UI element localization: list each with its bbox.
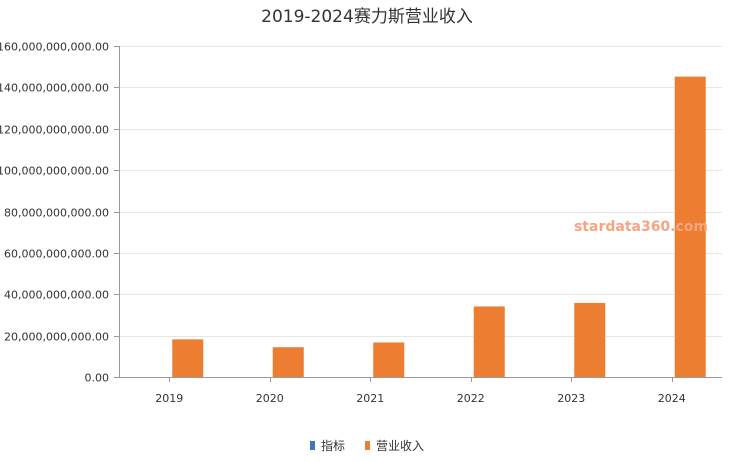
bar-2019 [172,339,204,377]
bar-2024 [674,76,706,378]
y-axis: 0.00 20,000,000,000.00 40,000,000,000.00 60… [0,41,120,385]
legend-label-2: 营业收入 [376,439,424,453]
x-tick-label: 2023 [557,392,585,405]
bar-2022 [473,306,505,377]
x-axis: 2019 2020 2021 2022 2023 2024 [119,377,722,405]
legend-label-1: 指标 [321,438,345,453]
gridlines [119,46,722,337]
legend-swatch-1 [310,441,315,450]
x-tick-label: 2022 [457,392,485,405]
watermark: stardata360.com [574,219,708,235]
bar-2023 [574,302,606,377]
x-tick-label: 2024 [658,392,686,405]
y-tick-label: 140,000,000,000.00 [0,82,109,95]
y-tick-label: 80,000,000,000.00 [4,207,109,220]
y-tick-label: 100,000,000,000.00 [0,165,109,178]
bar-2020 [272,347,304,377]
x-tick-label: 2021 [356,392,384,405]
y-tick-label: 120,000,000,000.00 [0,124,109,137]
y-tick-label: 20,000,000,000.00 [4,331,109,344]
legend: 指标 营业收入 [310,438,424,453]
legend-swatch-2 [365,441,370,450]
y-tick-label: 40,000,000,000.00 [4,289,109,302]
bar-2021 [373,342,405,377]
y-tick-label: 60,000,000,000.00 [4,248,109,261]
x-tick-label: 2019 [155,392,183,405]
y-tick-label: 0.00 [85,372,110,385]
x-tick-label: 2020 [256,392,284,405]
chart-title: 2019-2024赛力斯营业收入 [261,6,473,27]
y-tick-label: 160,000,000,000.00 [0,41,109,54]
bars [172,76,706,378]
